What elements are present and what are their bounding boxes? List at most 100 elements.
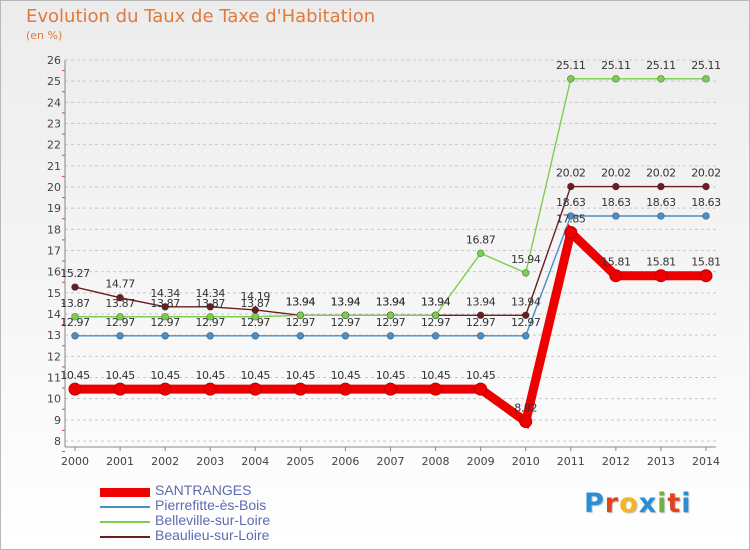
series-0-point [474,382,488,396]
series-1-data-label: 18.63 [556,196,586,209]
series-2-data-label: 13.94 [286,295,316,308]
series-3-data-label: 13.94 [286,295,316,308]
series-0-point [158,382,172,396]
series-0-point [113,382,127,396]
x-tick-label: 2002 [151,455,179,468]
y-tick-label: 26 [47,54,61,67]
series-1-data-label: 12.97 [60,316,90,329]
x-tick-label: 2001 [106,455,134,468]
series-3-data-label: 15.27 [60,267,90,280]
y-tick-label: 15 [47,287,61,300]
x-tick-label: 2004 [241,455,269,468]
series-3-data-label: 13.94 [331,295,361,308]
proxiti-logo: Proxiti [584,488,692,519]
series-3-data-label: 20.02 [646,167,676,180]
x-tick-label: 2011 [557,455,585,468]
series-3-point [612,182,620,191]
series-3-point [116,293,124,302]
series-1-point [566,212,575,220]
y-tick-label: 10 [47,393,61,406]
series-1-point [657,212,665,220]
series-3-data-label: 14.34 [195,287,225,300]
series-0-data-label: 10.45 [241,369,271,382]
series-2-point [116,312,124,321]
series-1-data-label: 12.97 [150,316,180,329]
series-3-data-label: 14.77 [105,278,135,291]
y-tick-label: 8 [54,435,61,448]
series-0-data-label: 10.45 [150,369,180,382]
series-1-point [206,332,215,340]
legend-swatch [100,536,150,538]
series-2-data-label: 25.11 [556,59,586,72]
series-0-data-label: 8.92 [514,402,537,415]
x-tick-label: 2007 [377,455,405,468]
y-tick-label: 16 [47,266,61,279]
series-1-data-label: 12.97 [331,316,361,329]
legend-label: Pierrefitte-ès-Bois [155,497,267,513]
series-0-point [384,382,397,396]
series-2-data-label: 13.87 [150,297,180,310]
series-3-data-label: 13.94 [466,295,496,308]
series-0-point [654,269,668,283]
legend-label: SANTRANGES [155,482,252,498]
series-3-point [476,311,485,320]
series-1-data-label: 18.63 [691,196,721,209]
x-tick-label: 2014 [692,455,720,468]
series-1-point [341,332,350,340]
series-1-point [476,332,485,340]
logo-letter: r [604,488,620,519]
series-0-data-label: 17.85 [556,213,586,226]
series-3-data-label: 13.94 [421,295,451,308]
series-1-data-label: 18.63 [646,196,676,209]
series-2-data-label: 13.87 [60,297,90,310]
legend-swatch [100,506,150,508]
series-1-point [251,332,260,340]
series-1-point [386,332,395,340]
series-2-point [431,311,440,320]
series-2-point [702,75,710,83]
series-0-data-label: 15.81 [646,256,676,269]
series-1-data-label: 12.97 [511,316,541,329]
series-2-data-label: 13.94 [421,295,451,308]
series-0-data-label: 10.45 [105,369,135,382]
series-2-data-label: 25.11 [691,59,721,72]
y-tick-label: 19 [47,202,61,215]
series-3-point [206,303,215,311]
series-0-data-label: 10.45 [331,369,361,382]
y-tick-label: 23 [47,118,61,131]
series-3-point [71,283,79,291]
series-3-point [566,182,575,191]
y-tick-label: 24 [47,96,61,109]
logo-letter: P [584,488,605,519]
y-tick-label: 17 [47,245,61,258]
x-tick-label: 2005 [286,455,314,468]
series-1-point [296,332,305,340]
series-2-data-label: 13.94 [376,295,406,308]
series-2-point [521,269,530,277]
x-tick-label: 2012 [602,455,630,468]
series-3-data-label: 20.02 [601,167,631,180]
series-0-point [203,382,217,396]
series-0-data-label: 10.45 [421,369,451,382]
x-tick-label: 2006 [331,455,359,468]
x-tick-label: 2010 [512,455,540,468]
series-3-point [702,182,710,191]
series-2-point [341,311,350,320]
y-tick-label: 11 [47,372,61,385]
y-tick-label: 12 [47,350,61,363]
series-3-point [161,303,169,311]
series-0-point [429,382,443,396]
series-2-point [296,311,305,320]
series-1-data-label: 12.97 [466,316,496,329]
series-2-data-label: 13.87 [241,297,271,310]
series-3-point [521,311,530,320]
series-3-data-label: 13.94 [511,295,541,308]
x-tick-label: 2013 [647,455,675,468]
series-3-data-label: 20.02 [556,167,586,180]
y-tick-label: 13 [47,329,61,342]
series-0-point [699,269,713,283]
series-1-data-label: 12.97 [105,316,135,329]
y-tick-label: 25 [47,75,61,88]
series-0-point [293,382,307,396]
